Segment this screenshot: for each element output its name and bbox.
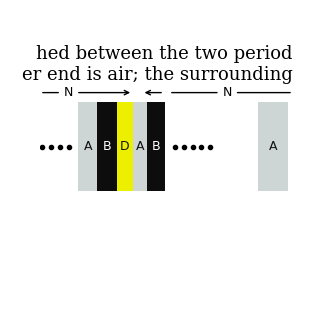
Text: N: N xyxy=(222,86,232,99)
Text: er end is air; the surrounding: er end is air; the surrounding xyxy=(22,66,293,84)
Text: A: A xyxy=(84,140,92,153)
Bar xyxy=(117,102,133,191)
Text: hed between the two period: hed between the two period xyxy=(36,44,293,62)
Text: A: A xyxy=(269,140,277,153)
Text: N: N xyxy=(64,86,73,99)
Text: A: A xyxy=(136,140,144,153)
Bar xyxy=(78,102,97,191)
Text: B: B xyxy=(103,140,111,153)
Bar xyxy=(258,102,288,191)
Text: B: B xyxy=(152,140,160,153)
Bar xyxy=(133,102,147,191)
Bar xyxy=(147,102,165,191)
Bar xyxy=(97,102,117,191)
Text: D: D xyxy=(120,140,130,153)
